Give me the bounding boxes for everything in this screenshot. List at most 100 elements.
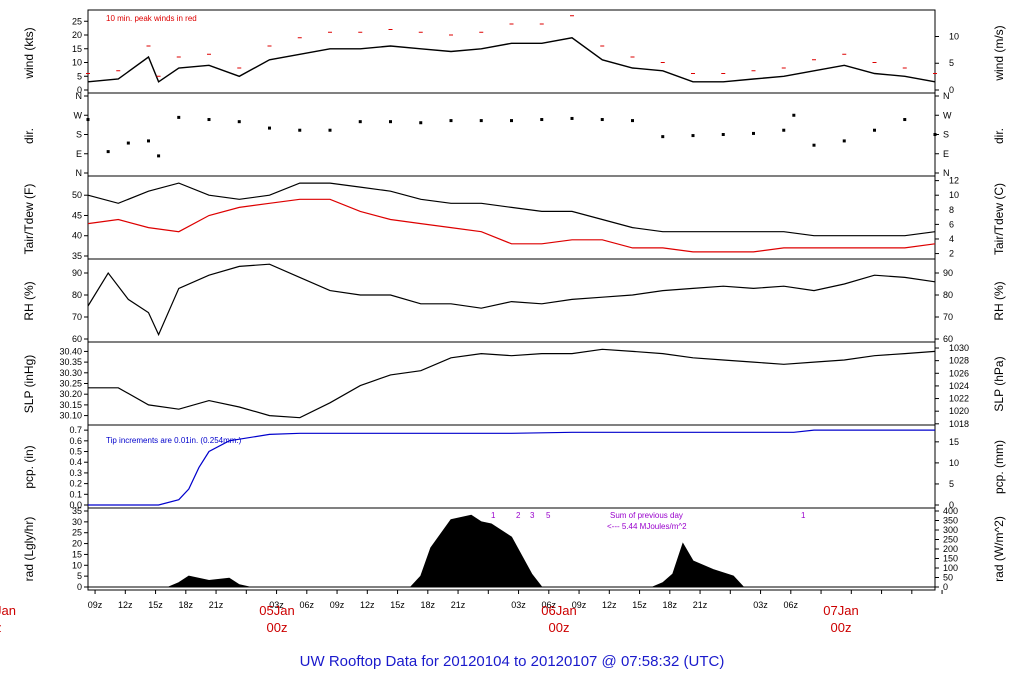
dir-point xyxy=(207,118,211,122)
y-tick-label: 35 xyxy=(72,506,82,516)
x-tick-label: 12z xyxy=(602,600,617,610)
y-tick-label: 5 xyxy=(949,479,954,489)
temp-air-line xyxy=(87,182,936,237)
dir-point xyxy=(842,139,846,143)
rh-line xyxy=(87,263,936,337)
panel-frame-temp xyxy=(87,175,936,260)
y-tick-label: 10 xyxy=(949,458,959,468)
x-tick-label: 15z xyxy=(390,600,405,610)
y-tick-label: S xyxy=(943,130,949,140)
y-tick-label: 100 xyxy=(943,563,958,573)
temp-dew-line xyxy=(87,198,936,253)
y-tick-label: 5 xyxy=(949,58,954,68)
y-tick-label: 15 xyxy=(72,549,82,559)
x-tick-label: 12z xyxy=(360,600,375,610)
y-tick-label: 6 xyxy=(949,219,954,229)
dir-point xyxy=(600,118,604,122)
y-tick-label: 250 xyxy=(943,535,958,545)
y-tick-label: 0.4 xyxy=(69,457,82,467)
x-tick-label: 06z xyxy=(542,600,557,610)
dir-point xyxy=(298,128,302,132)
series-layer xyxy=(86,15,937,588)
y-tick-label: 30.40 xyxy=(59,346,82,356)
y-tick-label: 30.10 xyxy=(59,411,82,421)
dir-point xyxy=(903,118,907,122)
y-tick-label: 300 xyxy=(943,525,958,535)
rad-marker: 5 xyxy=(546,511,551,520)
date-label: 05Jan xyxy=(259,603,294,618)
dir-point xyxy=(126,141,130,145)
y-tick-label: 25 xyxy=(72,16,82,26)
dir-point xyxy=(721,133,725,136)
dir-point xyxy=(237,120,241,124)
y-tick-label: 8 xyxy=(949,205,954,215)
date-label: 07Jan xyxy=(823,603,858,618)
y-tick-label: 20 xyxy=(72,539,82,549)
y-tick-label: 15 xyxy=(72,44,82,54)
rad-marker: 1 xyxy=(801,511,806,520)
y-tick-label: 1024 xyxy=(949,381,969,391)
date-label: 00z xyxy=(831,620,852,635)
y-tick-label: 0.6 xyxy=(69,436,82,446)
dir-point xyxy=(358,120,362,124)
y-tick-label: 0.1 xyxy=(69,489,82,499)
y-tick-label: 10 xyxy=(72,560,82,570)
pcp-line xyxy=(88,429,935,506)
rad-marker: 3 xyxy=(530,511,535,520)
y-tick-label: S xyxy=(76,130,82,140)
dir-point xyxy=(86,118,90,122)
date-label: Jan xyxy=(0,603,16,618)
y-tick-label: E xyxy=(76,149,82,159)
date-label: z xyxy=(0,620,2,635)
y-tick-label: N xyxy=(943,91,950,101)
x-tick-label: 03z xyxy=(269,600,284,610)
dir-point xyxy=(752,131,755,135)
slp-right-label: SLP (hPa) xyxy=(992,356,1006,411)
dir-point xyxy=(873,128,876,132)
x-tick-label: 21z xyxy=(209,600,224,610)
rh-right-label: RH (%) xyxy=(992,281,1006,320)
dir-point xyxy=(540,118,544,122)
date-label: 00z xyxy=(267,620,288,635)
x-tick-label: 18z xyxy=(663,600,678,610)
wind-note: 10 min. peak winds in red xyxy=(106,14,197,23)
tick-layer: 09z 12z 15z 18z 21z 03z 06z 09z 12z 15z 18z 21z 03z 0… xyxy=(59,16,969,610)
slp-line xyxy=(88,348,936,419)
panel-frame-slp xyxy=(87,341,936,426)
dir-point xyxy=(177,115,181,119)
slp-left-label: SLP (inHg) xyxy=(22,355,36,413)
y-tick-label: 35 xyxy=(72,251,82,261)
x-tick-label: 15z xyxy=(632,600,647,610)
y-tick-label: 1018 xyxy=(949,419,969,429)
y-tick-label: 0.2 xyxy=(69,479,82,489)
y-tick-label: 1022 xyxy=(949,394,969,404)
temp-right-label: Tair/Tdew (C) xyxy=(992,183,1006,255)
y-tick-label: 30.25 xyxy=(59,379,82,389)
date-label: 00z xyxy=(549,620,570,635)
dir-point xyxy=(792,113,796,117)
x-tick-label: 09z xyxy=(88,600,103,610)
y-tick-label: W xyxy=(943,110,952,120)
dir-point xyxy=(106,150,110,154)
rad-area xyxy=(88,514,935,588)
y-tick-label: 0 xyxy=(77,582,82,592)
x-tick-label: 21z xyxy=(451,600,466,610)
panel-frame-rh xyxy=(87,258,936,343)
dir-point xyxy=(691,134,695,138)
y-tick-label: 10 xyxy=(949,190,959,200)
date-label: 06Jan xyxy=(541,603,576,618)
x-tick-label: 03z xyxy=(753,600,768,610)
y-tick-label: 90 xyxy=(72,268,82,278)
y-tick-label: 0 xyxy=(943,582,948,592)
panel-frame-wind xyxy=(87,9,936,94)
y-tick-label: 1028 xyxy=(949,356,969,366)
y-tick-label: 400 xyxy=(943,506,958,516)
y-tick-label: 45 xyxy=(72,210,82,220)
y-tick-label: W xyxy=(74,110,83,120)
y-tick-label: 12 xyxy=(949,176,959,186)
y-tick-label: 200 xyxy=(943,544,958,554)
y-tick-label: 1020 xyxy=(949,406,969,416)
y-tick-label: 70 xyxy=(943,312,953,322)
dir-point xyxy=(631,119,634,123)
